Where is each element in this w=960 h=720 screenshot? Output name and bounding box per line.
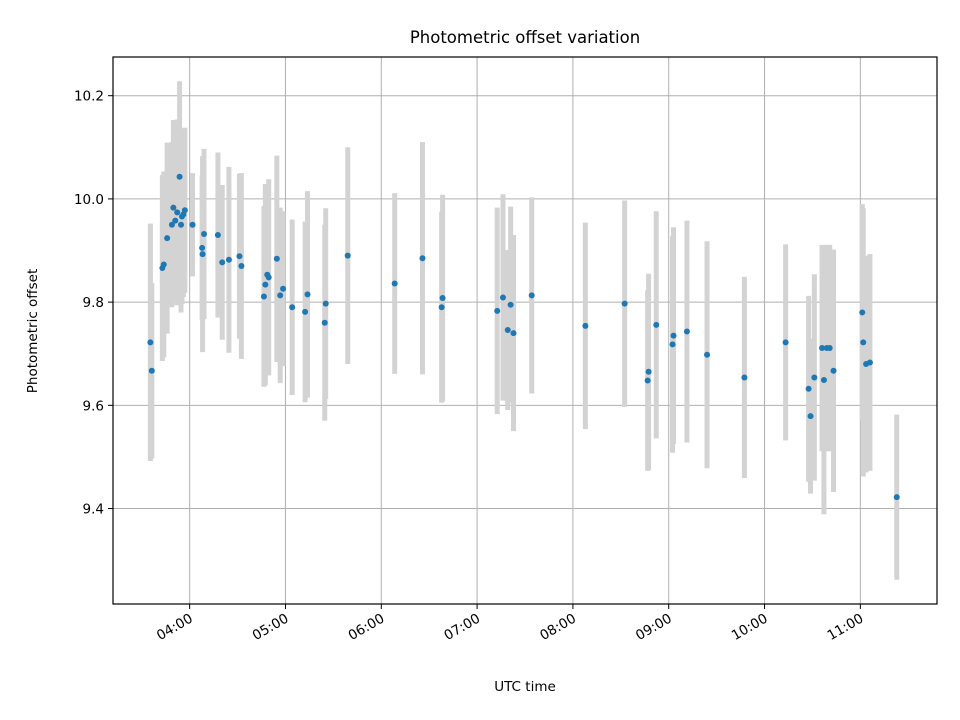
data-point <box>236 253 243 260</box>
data-point <box>176 173 183 180</box>
data-point <box>419 255 426 262</box>
data-point <box>148 367 155 374</box>
data-point <box>819 345 826 352</box>
data-point <box>174 209 181 216</box>
data-point <box>644 377 651 384</box>
data-point <box>499 294 506 301</box>
data-point <box>273 255 280 262</box>
data-point <box>820 377 827 384</box>
data-point <box>199 251 206 258</box>
data-point <box>147 339 154 346</box>
data-point <box>260 293 267 300</box>
data-point <box>494 307 501 314</box>
y-axis-ticks: 9.4 9.6 9.8 10.0 10.2 <box>74 89 113 518</box>
data-point <box>439 294 446 301</box>
y-tick-label-4: 10.2 <box>74 89 104 105</box>
data-point <box>265 274 272 281</box>
data-point <box>805 385 812 392</box>
data-point <box>238 262 245 269</box>
data-point <box>504 326 511 333</box>
data-point <box>262 281 269 288</box>
data-points <box>147 173 900 501</box>
data-point <box>219 259 226 266</box>
data-point <box>860 339 867 346</box>
data-point <box>507 301 514 308</box>
data-point <box>199 244 206 251</box>
data-point <box>160 261 167 268</box>
data-point <box>302 308 309 315</box>
data-point <box>683 328 690 335</box>
data-point <box>653 321 660 328</box>
data-point <box>181 207 188 214</box>
data-point <box>168 221 175 228</box>
y-tick-label-1: 9.6 <box>83 398 104 414</box>
data-point <box>741 374 748 381</box>
data-point <box>669 341 676 348</box>
data-point <box>304 291 311 298</box>
data-point <box>510 330 517 337</box>
y-axis-label: Photometric offset <box>25 269 41 393</box>
y-tick-label-2: 9.8 <box>83 295 104 311</box>
data-point <box>201 231 208 238</box>
data-point <box>621 300 628 307</box>
data-point <box>830 367 837 374</box>
data-point <box>214 232 221 239</box>
plot-frame <box>112 56 938 605</box>
data-point <box>277 292 284 299</box>
data-point <box>704 351 711 358</box>
data-point <box>170 204 177 211</box>
y-tick-label-0: 9.4 <box>83 502 104 518</box>
data-point <box>582 322 589 329</box>
data-point <box>859 309 866 316</box>
data-point <box>225 256 232 263</box>
data-point <box>807 413 814 420</box>
data-point <box>645 368 652 375</box>
data-point <box>670 332 677 339</box>
data-point <box>893 494 900 501</box>
data-point <box>178 221 185 228</box>
data-point <box>164 235 171 242</box>
chart-title: Photometric offset variation <box>410 28 640 47</box>
data-point <box>826 345 833 352</box>
data-point <box>811 374 818 381</box>
data-point <box>391 280 398 287</box>
data-point <box>321 319 328 326</box>
data-point <box>866 359 873 366</box>
data-point <box>782 339 789 346</box>
data-point <box>189 221 196 228</box>
x-axis-label: UTC time <box>494 679 556 695</box>
data-point <box>280 285 287 292</box>
y-tick-label-3: 10.0 <box>74 192 104 208</box>
data-point <box>289 304 296 311</box>
data-point <box>344 252 351 259</box>
data-point <box>438 304 445 311</box>
data-point <box>528 292 535 299</box>
data-point <box>322 300 329 307</box>
grid-lines <box>113 57 937 604</box>
data-point <box>172 217 179 224</box>
